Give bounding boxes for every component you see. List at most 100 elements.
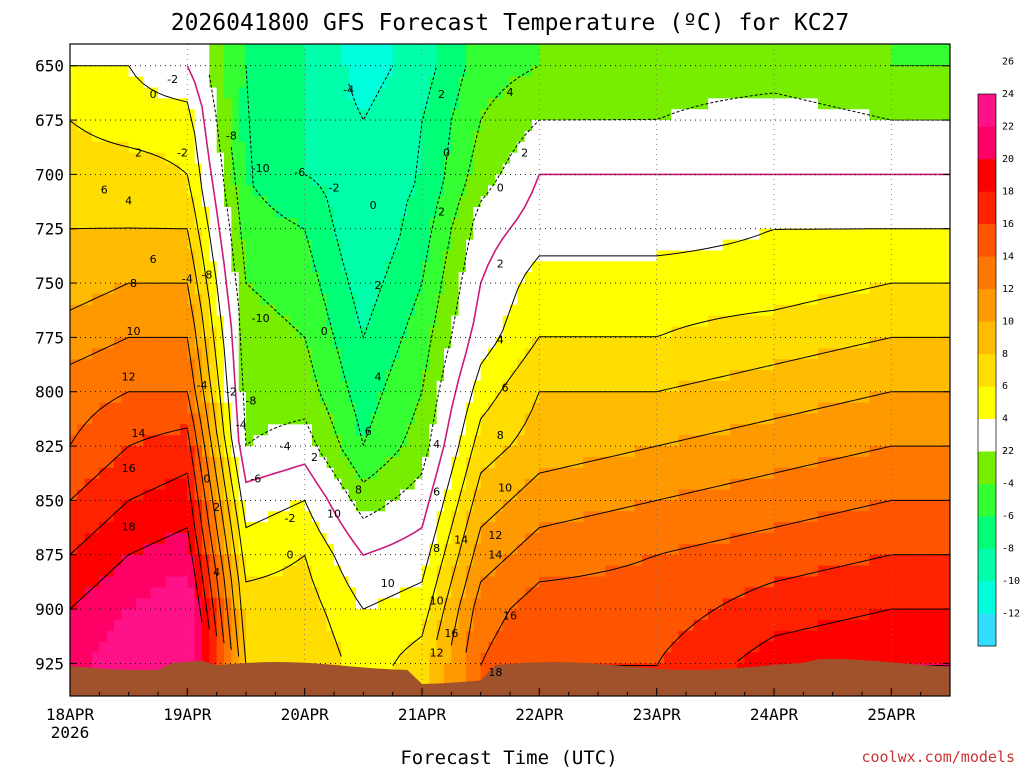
heat-cell [568, 228, 577, 241]
heat-cell [209, 543, 218, 556]
heat-cell [194, 543, 203, 556]
heat-cell [180, 489, 188, 501]
heat-cell [319, 250, 328, 262]
heat-cell [312, 478, 320, 491]
heat-cell [260, 54, 269, 67]
heat-cell [253, 293, 262, 306]
heat-cell [128, 598, 137, 610]
heat-cell [370, 511, 379, 523]
heat-cell [165, 359, 174, 371]
heat-cell [143, 163, 152, 175]
heat-cell [642, 98, 650, 110]
heat-cell [158, 44, 166, 56]
heat-cell [517, 609, 526, 621]
heat-cell [165, 424, 174, 436]
heat-cell [136, 424, 144, 436]
heat-cell [246, 239, 254, 252]
heat-cell [458, 446, 467, 458]
heat-cell [458, 239, 467, 252]
heat-cell [136, 109, 144, 121]
heat-cell [84, 522, 93, 534]
heat-cell [488, 619, 496, 632]
heat-cell [238, 293, 247, 306]
heat-cell [180, 98, 188, 110]
heat-cell [532, 98, 540, 110]
heat-cell [583, 424, 592, 436]
heat-cell [620, 402, 628, 415]
heat-cell [429, 76, 438, 89]
heat-cell [268, 370, 276, 382]
heat-cell [238, 413, 247, 425]
heat-cell [106, 489, 115, 501]
heat-cell [576, 44, 584, 56]
heat-cell [546, 630, 555, 643]
heat-cell [539, 174, 548, 186]
heat-cell [392, 250, 401, 262]
heat-cell [414, 380, 423, 393]
heat-cell [136, 65, 144, 78]
heat-cell [378, 598, 386, 610]
heat-cell [253, 239, 262, 252]
heat-cell [539, 141, 548, 154]
heat-cell [473, 98, 482, 110]
heat-cell [282, 641, 291, 654]
heat-cell [436, 522, 445, 534]
heat-cell [246, 261, 254, 273]
heat-cell [488, 228, 496, 241]
heat-cell [385, 478, 394, 491]
heat-cell [260, 163, 269, 175]
heat-cell [598, 565, 606, 578]
heat-cell [128, 109, 137, 121]
heat-cell [532, 413, 540, 425]
heat-cell [385, 250, 394, 262]
heat-cell [334, 272, 342, 284]
heat-cell [282, 630, 291, 643]
heat-cell [172, 304, 181, 317]
heat-cell [524, 44, 533, 56]
heat-cell [209, 272, 218, 284]
heat-cell [407, 217, 416, 230]
heat-cell [172, 228, 181, 241]
heat-cell [649, 413, 658, 425]
heat-cell [561, 598, 570, 610]
heat-cell [312, 456, 320, 469]
heat-cell [268, 380, 276, 393]
heat-cell [656, 141, 665, 154]
heat-cell [165, 500, 174, 512]
heat-cell [392, 304, 401, 317]
heat-cell [429, 402, 438, 415]
heat-cell [172, 239, 181, 252]
heat-cell [356, 609, 364, 621]
heat-cell [246, 196, 254, 208]
heat-cell [546, 370, 555, 382]
heat-cell [128, 663, 137, 675]
heat-cell [216, 565, 225, 578]
heat-cell [444, 489, 452, 501]
heat-cell [378, 250, 386, 262]
heat-cell [172, 163, 181, 175]
heat-cell [451, 250, 460, 262]
heat-cell [297, 109, 306, 121]
heat-cell [158, 185, 166, 197]
heat-cell [224, 65, 232, 78]
heat-cell [363, 435, 372, 447]
heat-cell [620, 174, 628, 186]
heat-cell [216, 348, 225, 360]
heat-cell [231, 130, 240, 143]
heat-cell [150, 435, 159, 447]
heat-cell [165, 76, 174, 89]
heat-cell [620, 87, 628, 99]
heat-cell [656, 348, 665, 360]
heat-cell [253, 652, 262, 664]
heat-cell [246, 65, 254, 78]
heat-cell [341, 152, 350, 165]
heat-cell [297, 370, 306, 382]
heat-cell [194, 652, 203, 664]
heat-cell [605, 196, 614, 208]
heat-cell [546, 65, 555, 78]
heat-cell [334, 489, 342, 501]
heat-cell [480, 130, 489, 143]
heat-cell [605, 554, 614, 567]
heat-cell [341, 609, 350, 621]
heat-cell [363, 293, 372, 306]
